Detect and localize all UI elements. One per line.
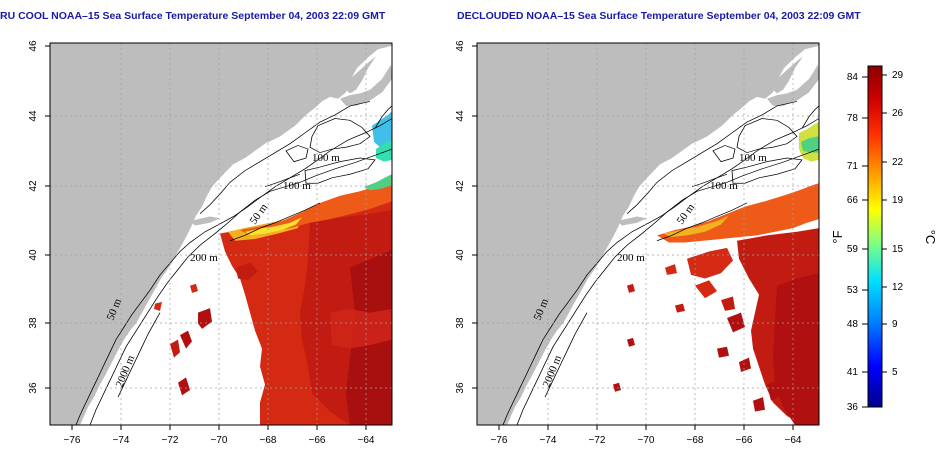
left-map-lon-axis: −76 −74 −72 −70 −68 −66 −64 — [64, 425, 375, 446]
contour-label-200m: 200 m — [617, 252, 645, 264]
left-map-panel: 100 m 100 m 50 m 200 m 50 m 2000 m — [49, 42, 393, 426]
left-map-graticule — [50, 43, 392, 425]
lon-tick-label: −72 — [162, 435, 179, 446]
temperature-colorbar: 84 78 71 66 59 53 48 41 36 29 26 22 19 1… — [830, 65, 938, 413]
fahrenheit-unit-label: °F — [830, 230, 845, 243]
lat-tick-label: 40 — [455, 249, 466, 261]
contour-label-200m: 200 m — [190, 252, 218, 264]
lat-tick-label: 44 — [28, 110, 39, 122]
fahrenheit-tick-label: 53 — [847, 285, 859, 296]
lon-tick-label: −74 — [113, 435, 130, 446]
lon-tick-label: −74 — [540, 435, 557, 446]
fahrenheit-tick-label: 84 — [847, 72, 859, 83]
lat-tick-label: 44 — [455, 110, 466, 122]
lon-tick-label: −70 — [211, 435, 228, 446]
lon-tick-label: −72 — [589, 435, 606, 446]
contour-label-100m-b: 100 m — [710, 180, 738, 192]
celsius-tick-label: 22 — [892, 157, 904, 168]
lat-tick-label: 46 — [455, 40, 466, 52]
contour-label-100m-b: 100 m — [283, 180, 311, 192]
celsius-tick-label: 12 — [892, 282, 904, 293]
lat-tick-label: 36 — [28, 382, 39, 394]
lon-tick-label: −64 — [785, 435, 802, 446]
celsius-tick-label: 19 — [892, 195, 904, 206]
lat-tick-label: 38 — [455, 317, 466, 329]
lat-tick-label: 38 — [28, 317, 39, 329]
lat-tick-label: 40 — [28, 249, 39, 261]
left-map-title: RU COOL NOAA–15 Sea Surface Temperature … — [0, 10, 386, 22]
colorbar-gradient — [867, 65, 883, 408]
lon-tick-label: −70 — [638, 435, 655, 446]
fahrenheit-tick-label: 78 — [847, 113, 859, 124]
right-map-lat-axis: 36 38 40 42 44 46 — [455, 40, 477, 394]
fahrenheit-tick-label: 48 — [847, 319, 859, 330]
lon-tick-label: −76 — [491, 435, 508, 446]
fahrenheit-tick-label: 36 — [847, 402, 859, 413]
fahrenheit-tick-label: 71 — [847, 161, 859, 172]
right-map-graticule — [477, 43, 819, 425]
lat-tick-label: 36 — [455, 382, 466, 394]
celsius-tick-label: 15 — [892, 244, 904, 255]
celsius-unit-label: °C — [923, 230, 938, 245]
contour-label-100m-a: 100 m — [312, 152, 340, 164]
lon-tick-label: −66 — [736, 435, 753, 446]
fahrenheit-tick-label: 59 — [847, 244, 859, 255]
lat-tick-label: 42 — [28, 180, 39, 192]
celsius-tick-label: 26 — [892, 108, 904, 119]
fahrenheit-tick-label: 66 — [847, 195, 859, 206]
lat-tick-label: 46 — [28, 40, 39, 52]
right-map-lon-axis: −76 −74 −72 −70 −68 −66 −64 — [491, 425, 802, 446]
celsius-tick-label: 9 — [892, 319, 898, 330]
lon-tick-label: −64 — [358, 435, 375, 446]
lon-tick-label: −68 — [687, 435, 704, 446]
right-map-panel: 100 m 100 m 50 m 200 m 50 m 2000 m — [476, 42, 820, 426]
contour-label-100m-a: 100 m — [739, 152, 767, 164]
left-map-lat-axis: 36 38 40 42 44 46 — [28, 40, 50, 394]
lon-tick-label: −76 — [64, 435, 81, 446]
right-map-title: DECLOUDED NOAA–15 Sea Surface Temperatur… — [457, 10, 861, 22]
celsius-tick-label: 29 — [892, 70, 904, 81]
lat-tick-label: 42 — [455, 180, 466, 192]
lon-tick-label: −68 — [260, 435, 277, 446]
celsius-tick-label: 5 — [892, 367, 898, 378]
fahrenheit-tick-label: 41 — [847, 367, 859, 378]
lon-tick-label: −66 — [309, 435, 326, 446]
